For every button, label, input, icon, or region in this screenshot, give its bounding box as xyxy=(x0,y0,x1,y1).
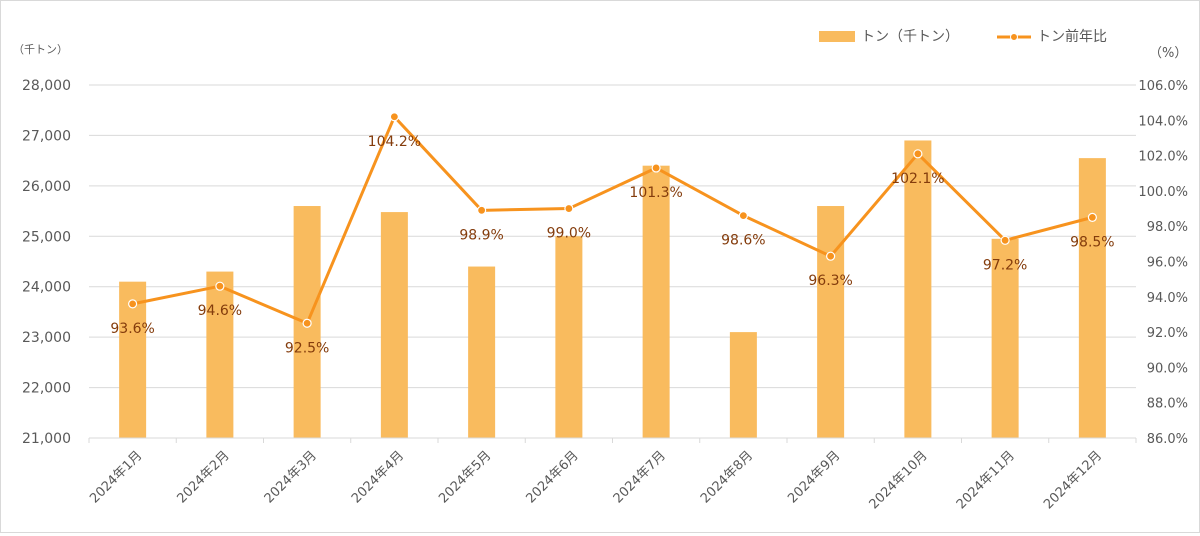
legend: トン（千トン） トン前年比 xyxy=(819,28,1107,45)
left-tick-label: 27,000 xyxy=(22,128,71,144)
data-label: 98.6% xyxy=(721,233,765,249)
left-tick-label: 26,000 xyxy=(22,179,71,195)
line-point xyxy=(913,149,923,159)
left-tick-label: 21,000 xyxy=(22,431,71,447)
right-tick-label: 96.0% xyxy=(1147,256,1188,271)
bar xyxy=(729,332,757,438)
data-label: 97.2% xyxy=(983,257,1027,273)
bar xyxy=(817,206,845,438)
bar xyxy=(206,271,234,438)
left-tick-label: 24,000 xyxy=(22,280,71,296)
data-label: 98.5% xyxy=(1070,234,1114,250)
line-series xyxy=(128,112,1097,328)
data-label: 104.2% xyxy=(368,134,421,150)
line-point xyxy=(215,281,225,291)
left-tick-label: 23,000 xyxy=(22,330,71,346)
bar xyxy=(991,238,1019,438)
x-tick-label: 2024年1月 xyxy=(87,448,145,506)
left-axis-unit-label: （千トン） xyxy=(13,43,68,56)
data-label: 96.3% xyxy=(808,273,852,289)
data-label: 93.6% xyxy=(110,321,154,337)
x-tick-label: 2024年4月 xyxy=(349,448,407,506)
bar xyxy=(555,236,583,438)
line-point xyxy=(564,203,574,214)
right-tick-label: 92.0% xyxy=(1147,326,1188,341)
legend-bar-label: トン（千トン） xyxy=(861,29,959,45)
left-tick-label: 25,000 xyxy=(22,229,71,245)
line-point xyxy=(1000,235,1010,245)
bar-series xyxy=(119,140,1106,438)
x-tick-label: 2024年5月 xyxy=(436,448,494,506)
x-tick-label: 2024年3月 xyxy=(262,448,320,506)
gridlines xyxy=(89,84,1136,439)
right-tick-label: 98.0% xyxy=(1147,220,1188,235)
line-point xyxy=(128,299,138,309)
bar xyxy=(642,165,670,438)
right-tick-label: 88.0% xyxy=(1147,397,1188,412)
data-label: 99.0% xyxy=(547,226,591,242)
left-tick-label: 22,000 xyxy=(22,381,71,397)
data-label: 98.9% xyxy=(459,227,503,243)
x-tick-label: 2024年11月 xyxy=(954,448,1018,512)
x-tick-label: 2024年12月 xyxy=(1041,448,1105,512)
right-tick-label: 94.0% xyxy=(1147,291,1188,306)
data-label: 102.1% xyxy=(891,171,944,187)
right-tick-label: 90.0% xyxy=(1147,361,1188,376)
right-tick-label: 106.0% xyxy=(1138,79,1188,94)
x-tick-label: 2024年10月 xyxy=(867,448,931,512)
line-point xyxy=(477,205,487,215)
line-point xyxy=(1087,212,1097,222)
left-tick-label: 28,000 xyxy=(22,78,71,94)
data-label: 92.5% xyxy=(285,340,329,356)
right-axis-unit-label: （%） xyxy=(1149,46,1187,61)
x-tick-label: 2024年9月 xyxy=(785,448,843,506)
right-tick-label: 104.0% xyxy=(1138,114,1188,129)
x-tick-label: 2024年2月 xyxy=(174,448,232,506)
right-tick-label: 86.0% xyxy=(1147,432,1188,447)
line-point xyxy=(826,251,836,261)
bar xyxy=(1078,158,1106,438)
right-tick-label: 100.0% xyxy=(1138,185,1188,200)
data-label: 94.6% xyxy=(198,303,242,319)
legend-bar-swatch xyxy=(819,31,855,42)
right-tick-label: 102.0% xyxy=(1138,150,1188,165)
line-path xyxy=(132,115,1093,325)
legend-line-marker xyxy=(1010,33,1018,41)
line-point xyxy=(389,112,399,122)
bar xyxy=(904,140,932,438)
bar xyxy=(380,212,408,438)
x-tick-label: 2024年6月 xyxy=(523,448,581,506)
data-label: 101.3% xyxy=(629,185,682,201)
x-tick-label: 2024年7月 xyxy=(611,448,669,506)
x-tick-label: 2024年8月 xyxy=(698,448,756,506)
legend-line-label: トン前年比 xyxy=(1037,28,1107,45)
line-point xyxy=(302,318,312,328)
line-point xyxy=(738,211,748,221)
data-labels: 93.6% 94.6% 92.5% 104.2% 98.9% 99.0% 101.3% 98.… xyxy=(110,134,1114,357)
line-point xyxy=(651,163,661,173)
bar xyxy=(468,266,496,438)
